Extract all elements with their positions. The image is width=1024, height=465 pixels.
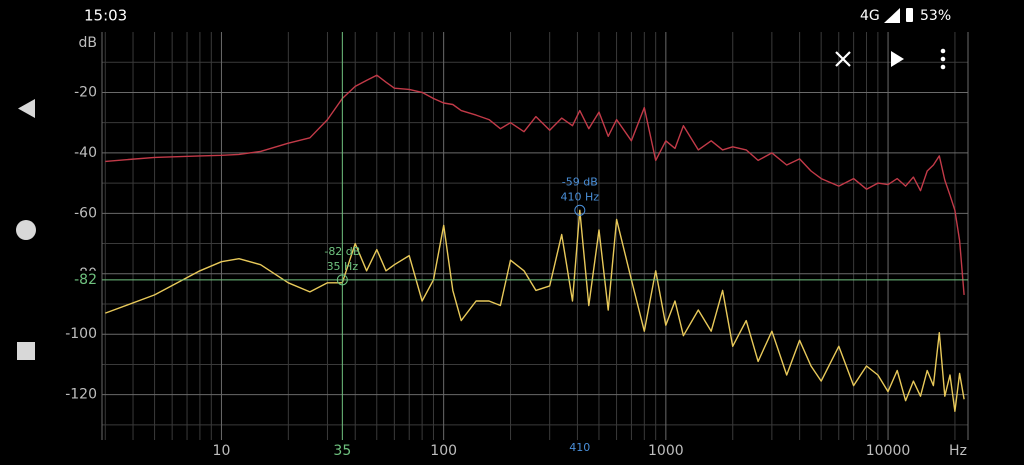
- x-tick-label: 1000: [648, 443, 684, 459]
- nav-recents[interactable]: [17, 342, 35, 360]
- y-tick-label: -60: [74, 205, 97, 221]
- x-tick-label: 10000: [866, 443, 911, 459]
- cursor-y-label: -82: [74, 272, 97, 288]
- cursor-x-label: 410: [569, 441, 590, 454]
- status-battery: 53%: [920, 8, 951, 24]
- y-tick-label: -40: [74, 145, 97, 161]
- signal-icon: [884, 8, 900, 23]
- cursor-label-bg: [70, 270, 100, 289]
- spectrum-plot: 10100100010000-20-40-60-80-100-120dBHz-8…: [65, 32, 969, 459]
- cursor-readout: -82 dB: [324, 245, 360, 258]
- cursor-x-label: 35: [333, 443, 351, 459]
- status-network: 4G: [860, 8, 880, 24]
- y-tick-label: -20: [74, 84, 97, 100]
- cursor-readout: 35 Hz: [327, 260, 359, 273]
- close-button[interactable]: [835, 51, 851, 67]
- more-button[interactable]: [940, 48, 946, 70]
- y-tick-label: -120: [65, 387, 97, 403]
- nav-back[interactable]: [18, 99, 35, 118]
- x-axis-label: Hz: [949, 443, 967, 459]
- cursor-readout: -59 dB: [562, 175, 598, 188]
- x-tick-label: 10: [213, 443, 231, 459]
- nav-home[interactable]: [16, 220, 36, 240]
- status-time: 15:03: [84, 7, 127, 25]
- spectrum-line: [105, 74, 965, 295]
- cursor-marker: [574, 204, 586, 216]
- x-tick-label: 100: [430, 443, 457, 459]
- cursor-marker: [336, 274, 348, 286]
- battery-icon: [906, 8, 913, 22]
- spectrum-line: [105, 209, 965, 412]
- y-axis-label: dB: [79, 35, 98, 51]
- cursor-readout: 410 Hz: [561, 190, 600, 203]
- play-button[interactable]: [891, 51, 904, 67]
- y-tick-label: -100: [65, 326, 97, 342]
